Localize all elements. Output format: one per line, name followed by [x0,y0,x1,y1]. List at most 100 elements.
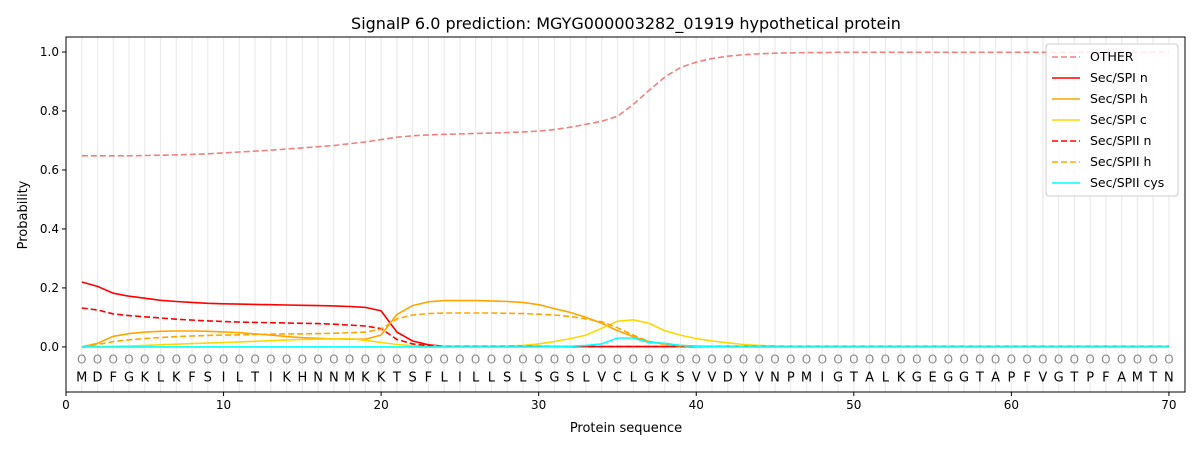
y-tick-label: 0.0 [40,340,59,354]
region-marker: O [487,353,496,367]
residue-label: K [361,370,370,385]
x-tick-label: 10 [216,398,231,412]
region-marker: O [755,353,764,367]
residue-label: I [458,370,462,385]
region-marker: O [928,353,937,367]
residue-label: G [644,370,654,385]
residue-label: L [236,370,244,385]
region-marker: O [1022,353,1031,367]
region-marker: O [912,353,921,367]
residue-label: T [250,370,259,385]
y-tick-label: 0.6 [40,163,59,177]
y-tick-label: 1.0 [40,45,59,59]
region-marker: O [944,353,953,367]
region-marker: O [660,353,669,367]
region-marker: O [849,353,858,367]
residue-label: F [425,370,432,385]
region-marker: O [187,353,196,367]
residue-label: F [1023,370,1030,385]
region-marker: O [692,353,701,367]
residue-label: T [392,370,401,385]
region-marker: O [156,353,165,367]
region-marker: O [1117,353,1126,367]
region-marker: O [723,353,732,367]
region-marker: O [1038,353,1047,367]
residue-label: V [708,370,717,385]
region-marker: O [1007,353,1016,367]
residue-label: D [723,370,733,385]
region-marker: O [565,353,574,367]
residue-label: M [801,370,812,385]
series-line-sec-spi-h [81,299,1169,348]
series-line-sec-spii-cys [81,337,1169,348]
region-marker: O [1164,353,1173,367]
region-marker: O [975,353,984,367]
x-tick-label: 60 [1004,398,1019,412]
region-marker: O [235,353,244,367]
residue-label: T [1069,370,1078,385]
residue-label: G [912,370,922,385]
region-marker: O [628,353,637,367]
region-marker: O [376,353,385,367]
region-marker: O [865,353,874,367]
residue-label: A [991,370,1000,385]
region-marker: O [502,353,511,367]
region-marker: O [172,353,181,367]
residue-label: A [865,370,874,385]
region-marker: O [124,353,133,367]
chart-title: SignalP 6.0 prediction: MGYG000003282_01… [351,14,901,34]
region-marker: O [424,353,433,367]
region-marker: O [644,353,653,367]
residue-label: I [269,370,273,385]
residue-label: F [188,370,195,385]
residue-label: V [692,370,701,385]
region-marker: O [392,353,401,367]
region-marker: O [282,353,291,367]
residue-label: K [660,370,669,385]
residue-label: S [204,370,212,385]
residue-label: N [770,370,780,385]
legend-label: Sec/SPII h [1090,154,1151,169]
residue-label: V [1038,370,1047,385]
legend-label: Sec/SPII n [1090,133,1151,148]
legend-label: Sec/SPI h [1090,91,1148,106]
region-marker: O [991,353,1000,367]
series-line-sec-spii-h [81,312,1169,348]
region-marker: O [77,353,86,367]
residue-label: S [409,370,417,385]
residue-label: A [1117,370,1126,385]
x-tick-label: 20 [373,398,388,412]
residue-label: K [282,370,291,385]
region-marker: O [1085,353,1094,367]
residue-label: K [897,370,906,385]
residue-label: G [833,370,843,385]
legend-label: OTHER [1090,49,1134,64]
region-marker: O [534,353,543,367]
residue-label: G [1054,370,1064,385]
y-tick-label: 0.2 [40,281,59,295]
region-marker: O [550,353,559,367]
region-marker: O [833,353,842,367]
region-marker: O [802,353,811,367]
residue-label: E [928,370,936,385]
residue-label: P [1007,370,1015,385]
residue-label: K [141,370,150,385]
residue-label: G [549,370,559,385]
plot-frame [65,36,1186,393]
series-line-other [81,51,1169,157]
region-marker: O [1148,353,1157,367]
region-marker: O [1070,353,1079,367]
x-tick-label: 30 [531,398,546,412]
residue-label: M [344,370,355,385]
series-line-sec-spi-n [81,281,1169,348]
y-tick-label: 0.4 [40,222,59,236]
region-marker: O [345,353,354,367]
residue-label: H [297,370,307,385]
residue-label: M [76,370,87,385]
residue-label: G [959,370,969,385]
residue-label: T [1148,370,1157,385]
region-marker: O [329,353,338,367]
region-marker: O [1054,353,1063,367]
x-axis-label: Protein sequence [570,421,682,436]
residue-label: N [313,370,323,385]
